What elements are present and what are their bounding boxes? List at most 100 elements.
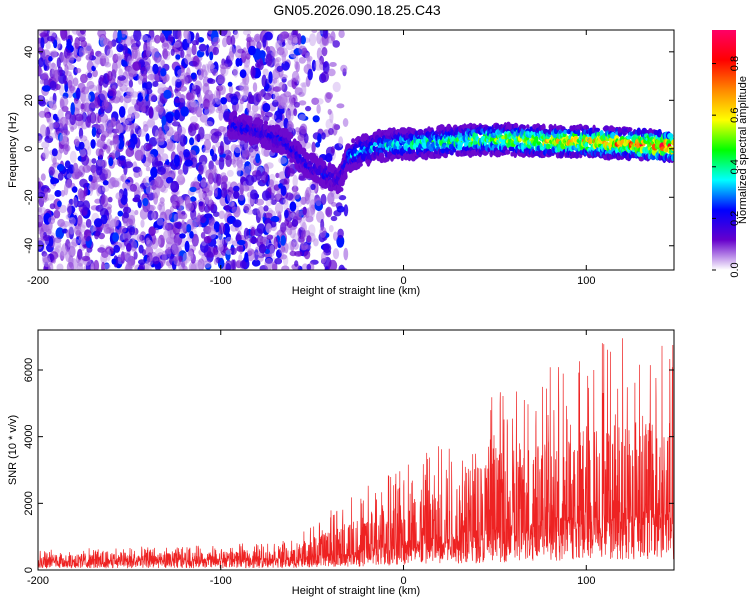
noise-cell — [124, 161, 134, 169]
noise-cell — [83, 229, 91, 242]
noise-cell — [163, 89, 172, 99]
noise-cell — [312, 115, 320, 123]
noise-cell — [183, 76, 189, 85]
noise-cell — [225, 249, 232, 255]
noise-cell — [125, 147, 135, 158]
noise-cell — [218, 84, 226, 96]
noise-cell — [303, 133, 309, 144]
noise-cell — [111, 180, 120, 188]
noise-cell — [161, 133, 167, 141]
noise-cell — [299, 123, 308, 135]
noise-cell — [128, 226, 136, 236]
noise-cell — [126, 140, 131, 146]
noise-cell — [122, 43, 128, 56]
noise-cell — [103, 263, 111, 270]
noise-cell — [61, 129, 70, 136]
noise-cell — [278, 183, 283, 189]
noise-cell — [284, 209, 289, 219]
noise-cell — [268, 71, 273, 84]
noise-cell — [332, 248, 340, 260]
noise-cell — [280, 185, 287, 196]
noise-cell — [213, 190, 218, 198]
noise-cell — [202, 147, 211, 153]
noise-cell — [145, 133, 150, 142]
signal-cell — [603, 125, 610, 133]
noise-cell — [48, 262, 54, 270]
noise-cell — [257, 255, 264, 262]
noise-cell — [251, 259, 261, 267]
noise-cell — [77, 248, 83, 260]
noise-cell — [278, 94, 288, 106]
noise-cell — [46, 194, 55, 201]
noise-cell — [165, 112, 174, 124]
noise-cell — [297, 134, 305, 141]
noise-cell — [49, 203, 56, 210]
noise-cell — [215, 107, 223, 114]
noise-cell — [250, 65, 256, 79]
noise-cell — [120, 173, 127, 183]
noise-cell — [233, 65, 239, 78]
noise-cell — [79, 147, 87, 158]
noise-cell — [50, 177, 60, 184]
noise-cell — [72, 197, 78, 208]
noise-cell — [289, 96, 294, 107]
noise-cell — [88, 91, 95, 102]
noise-cell — [73, 138, 80, 146]
noise-cell — [186, 46, 192, 57]
signal-cell — [611, 131, 615, 139]
noise-cell — [38, 215, 44, 222]
noise-cell — [41, 85, 51, 92]
noise-cell — [195, 261, 203, 270]
noise-cell — [197, 173, 203, 182]
noise-cell — [90, 101, 96, 109]
noise-cell — [235, 58, 241, 67]
snr-marks — [37, 338, 675, 569]
noise-cell — [297, 33, 302, 46]
noise-cell — [116, 123, 123, 134]
noise-cell — [207, 199, 215, 211]
noise-cell — [125, 260, 132, 270]
noise-cell — [198, 164, 204, 176]
noise-cell — [203, 181, 210, 192]
signal-cell — [617, 126, 622, 134]
noise-cell — [170, 180, 180, 193]
noise-cell — [108, 157, 114, 167]
noise-cell — [87, 146, 92, 156]
noise-cell — [198, 68, 204, 81]
noise-cell — [192, 55, 200, 67]
noise-cell — [131, 47, 138, 60]
noise-cell — [317, 133, 322, 144]
noise-cell — [179, 213, 186, 220]
noise-cell — [309, 193, 316, 205]
noise-cell — [289, 34, 299, 43]
noise-cell — [145, 143, 153, 151]
noise-cell — [139, 208, 148, 220]
noise-cell — [292, 36, 299, 44]
colorbar-ticks: 0.00.20.40.60.8 — [712, 56, 741, 278]
x-tick-label: -100 — [210, 275, 232, 287]
noise-cell — [174, 78, 182, 88]
noise-cell — [140, 219, 145, 228]
noise-cell — [328, 128, 334, 136]
noise-cell — [298, 57, 306, 64]
noise-cell — [154, 34, 161, 44]
noise-cell — [48, 216, 56, 225]
noise-cell — [231, 201, 236, 210]
noise-cell — [258, 243, 267, 254]
noise-cell — [186, 31, 191, 44]
noise-cell — [283, 177, 290, 185]
noise-cell — [322, 243, 332, 254]
noise-cell — [68, 222, 75, 235]
signal-cell — [526, 124, 530, 130]
noise-cell — [262, 102, 271, 113]
y-tick-label: -40 — [23, 238, 35, 254]
noise-cell — [200, 232, 206, 239]
noise-cell — [81, 154, 90, 166]
noise-cell — [75, 87, 81, 100]
noise-cell — [228, 85, 234, 94]
noise-cell — [122, 231, 131, 242]
noise-cell — [333, 231, 338, 241]
noise-cell — [291, 43, 298, 50]
noise-cell — [116, 90, 121, 99]
noise-cell — [204, 195, 213, 205]
